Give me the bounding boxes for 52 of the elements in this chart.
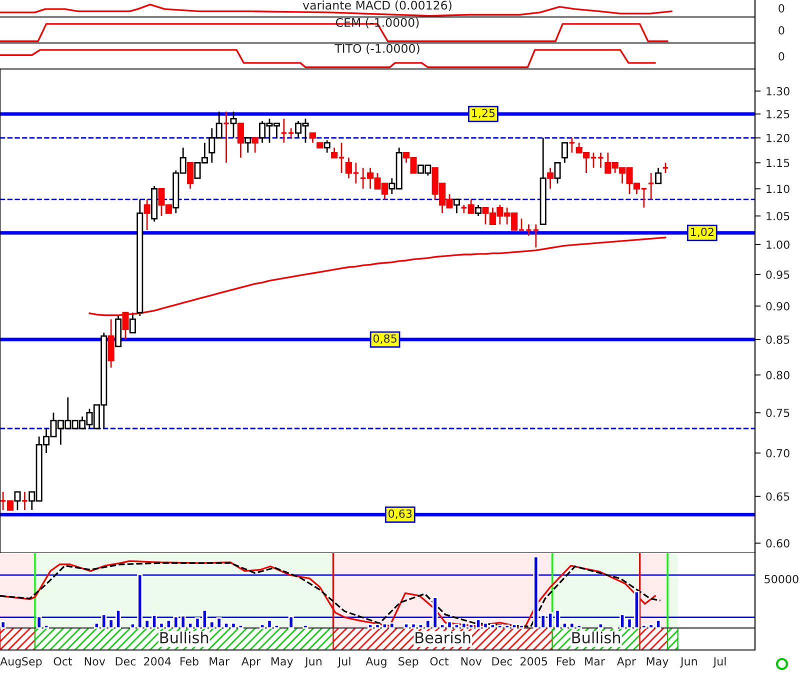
x-tick-label: Dec: [116, 657, 136, 666]
text: 50000: [764, 574, 798, 584]
y-tick-label: 0.70: [766, 449, 790, 458]
band-label: Bullish: [572, 632, 620, 644]
x-tick-label: Jun: [680, 657, 697, 668]
y-tick-label: 0.80: [766, 370, 790, 380]
x-tick-label: May: [271, 657, 293, 668]
text: 0: [778, 52, 784, 61]
x-tick-label: Feb: [180, 656, 198, 666]
x-tick-label: 2004: [144, 657, 171, 666]
band-label: Bearish: [416, 632, 470, 644]
x-tick-label: Oct: [430, 657, 449, 666]
x-tick-label: Jul: [712, 656, 726, 668]
ref-line-label: 1,02: [691, 228, 714, 238]
y-tick-label: 1.05: [766, 212, 790, 220]
x-tick-label: Aug: [366, 657, 386, 668]
x-tick-label: Oct: [54, 657, 72, 666]
y-tick-label: 0.95: [766, 270, 790, 279]
y-tick-label: 1.00: [766, 240, 790, 249]
x-tick-label: May: [646, 657, 668, 668]
y-tick-label: 0.75: [766, 408, 790, 418]
y-tick-label: 0.60: [766, 539, 790, 548]
chart-title: variante MACD (0.00126): [302, 0, 452, 12]
y-tick-label: 0.65: [766, 492, 790, 501]
y-tick-label: 1.25: [766, 110, 790, 118]
x-tick-label: 2005: [520, 657, 548, 666]
x-tick-label: Jun: [304, 657, 322, 668]
x-tick-label: Jul: [337, 656, 350, 668]
chart-title: TITO (-1.0000): [334, 44, 420, 54]
x-tick-label: Feb: [556, 656, 575, 666]
x-tick-label: Nov: [84, 657, 106, 666]
x-tick-label: Mar: [585, 657, 606, 666]
x-tick-label: Sep: [22, 657, 42, 668]
x-tick-label: Sep: [398, 657, 418, 668]
x-tick-label: Mar: [210, 657, 230, 666]
x-tick-label: Apr: [241, 657, 261, 668]
y-tick-label: 0.85: [766, 335, 790, 344]
x-tick-label: Aug: [0, 657, 21, 668]
x-tick-label: Nov: [461, 657, 482, 666]
text: 0: [778, 26, 784, 35]
ref-line-label: 1,25: [472, 108, 495, 118]
y-tick-label: 0.90: [766, 302, 790, 310]
y-tick-label: 1.15: [766, 158, 790, 168]
ref-line-label: 0,63: [388, 509, 412, 519]
y-tick-label: 1.20: [766, 134, 790, 142]
y-tick-label: 1.10: [766, 184, 790, 194]
ref-line-label: 0,85: [373, 334, 396, 344]
x-tick-label: Dec: [492, 657, 512, 666]
band-label: Bullish: [160, 632, 208, 644]
x-tick-label: Apr: [616, 657, 636, 668]
text: 0: [778, 4, 784, 13]
y-tick-label: 1.30: [766, 87, 790, 96]
